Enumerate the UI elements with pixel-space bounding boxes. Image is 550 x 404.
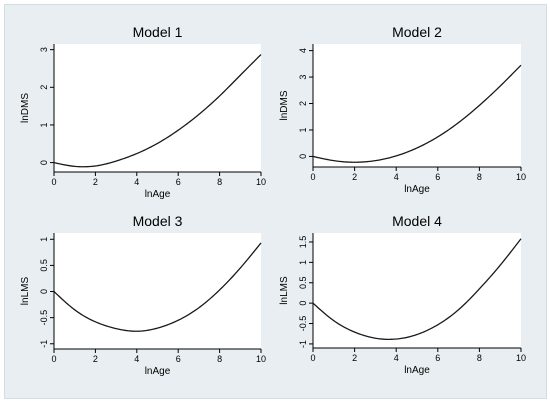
y-axis-title: lnDMS [20,93,31,123]
x-tick-label: 6 [435,353,440,363]
panel-title: Model 2 [392,24,442,40]
y-tick-label: 1 [298,127,308,132]
x-tick-label: 10 [516,172,526,182]
plot-area [313,233,521,348]
x-tick-label: 8 [477,172,482,182]
x-tick-label: 0 [310,353,315,363]
chart-panel-3: Model 3 0 2 4 6 8 10 -1 -0.5 0 0.5 1 lnAge lnLMS [20,213,266,377]
y-tick-label: 1 [39,122,49,127]
y-tick-label: 0.5 [39,259,49,272]
y-tick-label: 4 [298,48,308,53]
y-axis-title: lnDMS [279,90,290,120]
panel-title: Model 3 [133,213,183,229]
x-axis-title: lnAge [145,189,171,200]
y-axis-title: lnLMS [279,276,290,305]
x-tick-label: 8 [217,177,222,187]
series-line-1 [53,54,262,168]
y-tick-label: -1 [39,340,49,348]
x-tick-label: 2 [352,353,357,363]
x-tick-label: 2 [352,172,357,182]
y-tick-label: -1 [298,340,308,348]
chart-panel-2: Model 2 0 2 4 6 8 10 0 1 2 3 4 lnAge lnDMS [279,24,526,195]
x-tick-label: 0 [310,172,315,182]
panel-title: Model 4 [392,213,442,229]
y-tick-label: 0.5 [298,276,308,289]
y-tick-label: 3 [298,75,308,80]
y-tick-label: 0 [39,160,49,165]
y-tick-label: -0.5 [298,316,308,332]
x-axis-title: lnAge [404,365,430,376]
x-tick-label: 10 [256,354,266,364]
x-tick-label: 6 [435,172,440,182]
x-tick-label: 4 [134,354,139,364]
panel-title: Model 1 [133,24,183,40]
y-tick-label: 2 [298,101,308,106]
plot-area [54,233,261,349]
y-tick-label: 0 [39,289,49,294]
x-tick-label: 2 [93,354,98,364]
x-axis-title: lnAge [145,366,171,377]
x-tick-label: 0 [51,354,56,364]
y-tick-label: 3 [39,47,49,52]
y-tick-label: 1 [39,237,49,242]
y-tick-label: -0.5 [39,310,49,326]
x-tick-label: 4 [394,353,399,363]
x-axis-title: lnAge [404,184,430,195]
y-tick-label: 1.5 [298,236,308,249]
x-tick-label: 4 [394,172,399,182]
series-line-1 [53,242,262,332]
series-line-1 [312,238,522,341]
x-tick-label: 2 [93,177,98,187]
chart-panel-1: Model 1 0 2 4 6 8 10 0 1 2 3 lnAge lnDMS [20,24,266,200]
y-tick-label: 0 [298,301,308,306]
chart-panel-4: Model 4 0 2 4 6 8 10 -1 -0.5 0 0.5 1 1.5 lnAge lnLMS [279,213,526,376]
x-tick-label: 8 [217,354,222,364]
plot-area [313,44,521,167]
x-tick-label: 6 [176,177,181,187]
x-tick-label: 10 [256,177,266,187]
y-axis-title: lnLMS [20,277,31,306]
x-tick-label: 8 [477,353,482,363]
y-tick-label: 0 [298,154,308,159]
plot-area [54,44,261,172]
x-tick-label: 10 [516,353,526,363]
y-tick-label: 1 [298,260,308,265]
x-tick-label: 0 [51,177,56,187]
y-tick-label: 2 [39,85,49,90]
series-line-1 [312,64,522,163]
x-tick-label: 6 [176,354,181,364]
x-tick-label: 4 [134,177,139,187]
